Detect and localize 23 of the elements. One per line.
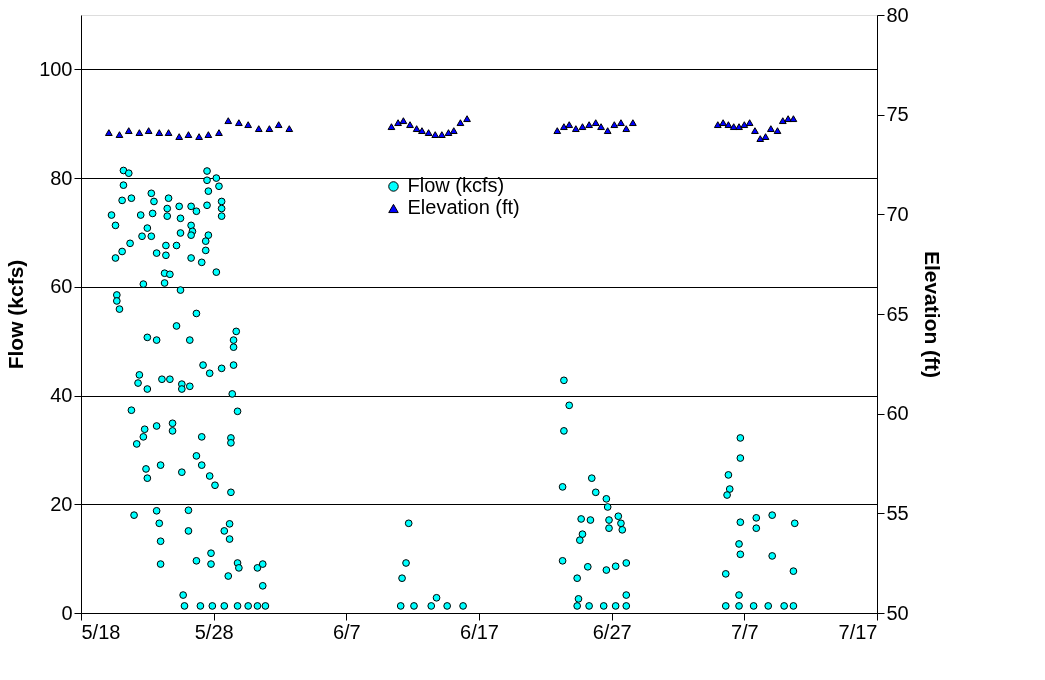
y-tick-label: 20 <box>50 492 73 515</box>
y2-tick-label: 50 <box>886 601 909 624</box>
x-tick-label: 7/17 <box>838 620 878 643</box>
y-tick-label: 0 <box>61 601 73 624</box>
y2-tick-label: 80 <box>886 3 909 26</box>
y2-axis-title: Elevation (ft) <box>920 250 944 379</box>
y2-tick-label: 75 <box>886 103 909 126</box>
y-axis-title: Flow (kcfs) <box>4 259 28 370</box>
x-tick-label: 6/17 <box>460 620 499 643</box>
y2-tick-label: 65 <box>886 302 909 325</box>
x-tick-label: 6/7 <box>332 620 361 643</box>
y-tick-label: 60 <box>50 275 73 298</box>
y-tick-label: 100 <box>39 57 73 80</box>
x-tick-label: 5/28 <box>194 620 234 643</box>
y2-tick-label: 70 <box>886 202 909 225</box>
x-tick-label: 6/27 <box>592 620 632 643</box>
y-tick-label: 80 <box>50 166 73 189</box>
legend-label: Elevation (ft) <box>407 196 520 219</box>
y-tick-label: 40 <box>50 384 73 407</box>
y2-tick-label: 60 <box>886 402 909 425</box>
x-tick-label: 7/7 <box>730 620 759 643</box>
y2-tick-label: 55 <box>886 501 909 524</box>
x-tick-label: 5/18 <box>81 620 121 643</box>
